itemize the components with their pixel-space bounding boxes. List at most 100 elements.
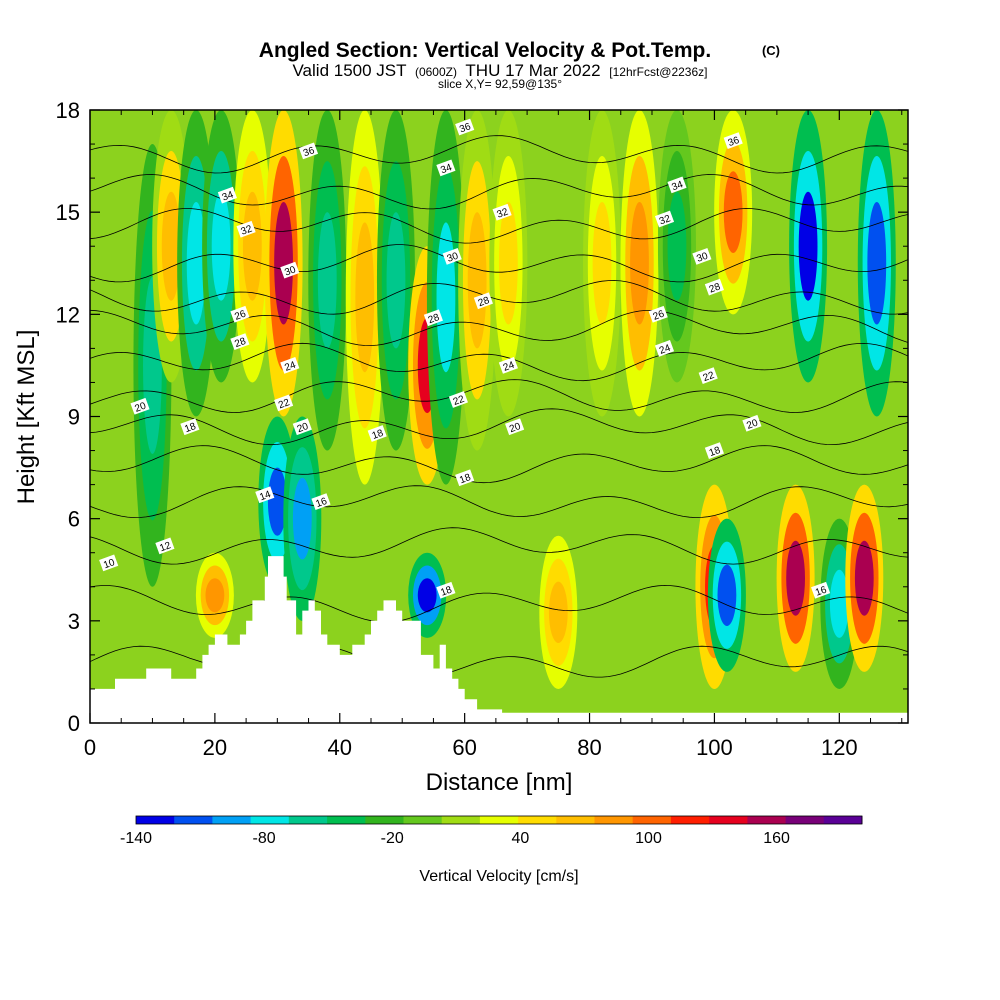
contour-line-20 (90, 408, 908, 446)
contour-label-box-4 (230, 305, 250, 323)
contour-label-group-15: 36 (455, 118, 475, 136)
contour-label-box-6 (280, 357, 300, 374)
contour-label-25: 18 (458, 472, 473, 486)
contour-label-box-22 (448, 391, 468, 408)
contour-label-9: 18 (183, 421, 198, 435)
contour-label-18: 30 (446, 251, 461, 265)
contour-label-group-12: 16 (311, 493, 331, 510)
contour-label-group-25: 18 (455, 469, 475, 487)
contour-label-12: 16 (314, 496, 329, 510)
colorbar: -140 -80 -20 40 100 160 (120, 815, 863, 847)
contour-label-box-5 (230, 333, 250, 350)
contour-label-box-15 (455, 118, 475, 136)
contour-label-box-20 (423, 309, 443, 327)
colorbar-swatch-4 (288, 816, 328, 824)
velocity-cell-8-2 (292, 477, 312, 560)
x-tick-label-120: 120 (821, 735, 858, 760)
contour-label-box-11 (255, 486, 275, 504)
contour-labels: 36 34 32 30 26 28 24 20 22 18 20 14 16 12 10 36 34 32 30 28… (99, 118, 831, 599)
contour-label-35: 20 (745, 417, 760, 431)
contour-label-group-26: 18 (436, 581, 456, 599)
velocity-cell-26-2 (829, 569, 849, 638)
contour-label-group-17: 32 (492, 203, 512, 221)
contour-label-group-0: 36 (298, 142, 319, 159)
contour-label-group-36: 18 (704, 442, 724, 459)
contour-label-17: 32 (496, 206, 511, 220)
contour-label-group-10: 20 (292, 418, 312, 436)
colorbar-swatch-2 (212, 816, 252, 824)
contour-line-14 (90, 527, 908, 565)
velocity-cell-3-2 (205, 578, 225, 613)
colorbar-tick-label-4: 100 (635, 830, 662, 847)
velocity-cell-15-2 (467, 212, 487, 349)
chart-subtitle: Valid 1500 JST (0600Z) THU 17 Mar 2022 [… (292, 61, 707, 80)
velocity-cell-13-2 (417, 578, 437, 613)
contour-label-26: 18 (439, 584, 454, 598)
contour-label-group-28: 34 (667, 176, 687, 193)
contour-label-group-9: 18 (180, 418, 200, 435)
velocity-cell-16-2 (498, 201, 518, 325)
velocity-cell-19-2 (630, 201, 649, 325)
velocity-cell-28-2 (867, 201, 887, 325)
velocity-cell-23-2 (717, 564, 737, 626)
contour-label-3: 30 (283, 264, 298, 278)
contour-label-22: 22 (452, 394, 467, 408)
contour-line-28 (90, 280, 908, 315)
colorbar-tick-label-2: -20 (381, 830, 404, 847)
colorbar-swatch-5 (327, 816, 366, 824)
subtitle-main: THU 17 Mar 2022 (465, 61, 600, 80)
contour-label-group-33: 24 (654, 340, 675, 357)
contour-label-29: 32 (658, 213, 673, 227)
contour-label-37: 16 (814, 584, 829, 598)
velocity-cell-1-2 (161, 191, 181, 301)
contour-label-group-21: 24 (498, 357, 518, 374)
velocity-field (133, 110, 896, 689)
contour-line-30 (90, 244, 908, 283)
contour-label-box-21 (498, 357, 518, 374)
velocity-cell-4-2 (211, 191, 231, 301)
y-tick-label-9: 9 (68, 405, 80, 430)
contour-label-box-23 (505, 418, 525, 436)
contour-label-10: 20 (296, 421, 311, 435)
contour-label-box-3 (280, 261, 300, 279)
contour-line-32 (90, 208, 908, 244)
contour-label-group-14: 10 (99, 554, 119, 571)
velocity-cell-25-2 (798, 191, 818, 301)
contour-label-34: 22 (702, 370, 717, 384)
contour-line-36 (90, 135, 908, 174)
contour-label-2: 32 (240, 223, 255, 237)
contour-label-14: 10 (102, 557, 117, 571)
contour-label-5: 28 (233, 336, 248, 350)
y-axis-title: Height [Kft MSL] (13, 330, 40, 505)
contour-label-box-29 (654, 210, 675, 228)
contour-line-16 (90, 485, 908, 519)
y-tick-label-3: 3 (68, 609, 80, 634)
colorbar-swatch-13 (632, 816, 672, 824)
contour-label-box-27 (723, 132, 743, 149)
contour-label-box-10 (292, 418, 312, 436)
contour-label-box-13 (155, 537, 175, 555)
velocity-cell-9-2 (317, 212, 337, 349)
contour-label-box-25 (455, 469, 475, 487)
velocity-cell-2-2 (186, 201, 206, 325)
contour-label-box-37 (811, 581, 831, 599)
contour-label-6: 24 (283, 360, 298, 374)
contour-label-group-30: 30 (692, 248, 712, 265)
contour-label-group-16: 34 (436, 159, 456, 176)
contour-label-15: 36 (458, 121, 473, 135)
velocity-cell-20-2 (667, 191, 687, 301)
y-tick-label-18: 18 (56, 98, 80, 123)
contour-label-group-4: 26 (230, 305, 250, 323)
contour-label-28: 34 (670, 179, 685, 193)
colorbar-swatch-9 (479, 816, 519, 824)
contour-label-box-26 (436, 581, 456, 599)
contour-label-group-8: 22 (274, 394, 294, 411)
contour-label-box-30 (692, 248, 712, 265)
contour-label-group-5: 28 (230, 333, 250, 350)
colorbar-frame (135, 815, 863, 825)
contour-label-group-31: 28 (704, 278, 724, 296)
contour-label-group-18: 30 (442, 248, 462, 265)
colorbar-tick-label-5: 160 (763, 830, 790, 847)
velocity-cell-17-2 (548, 581, 568, 643)
